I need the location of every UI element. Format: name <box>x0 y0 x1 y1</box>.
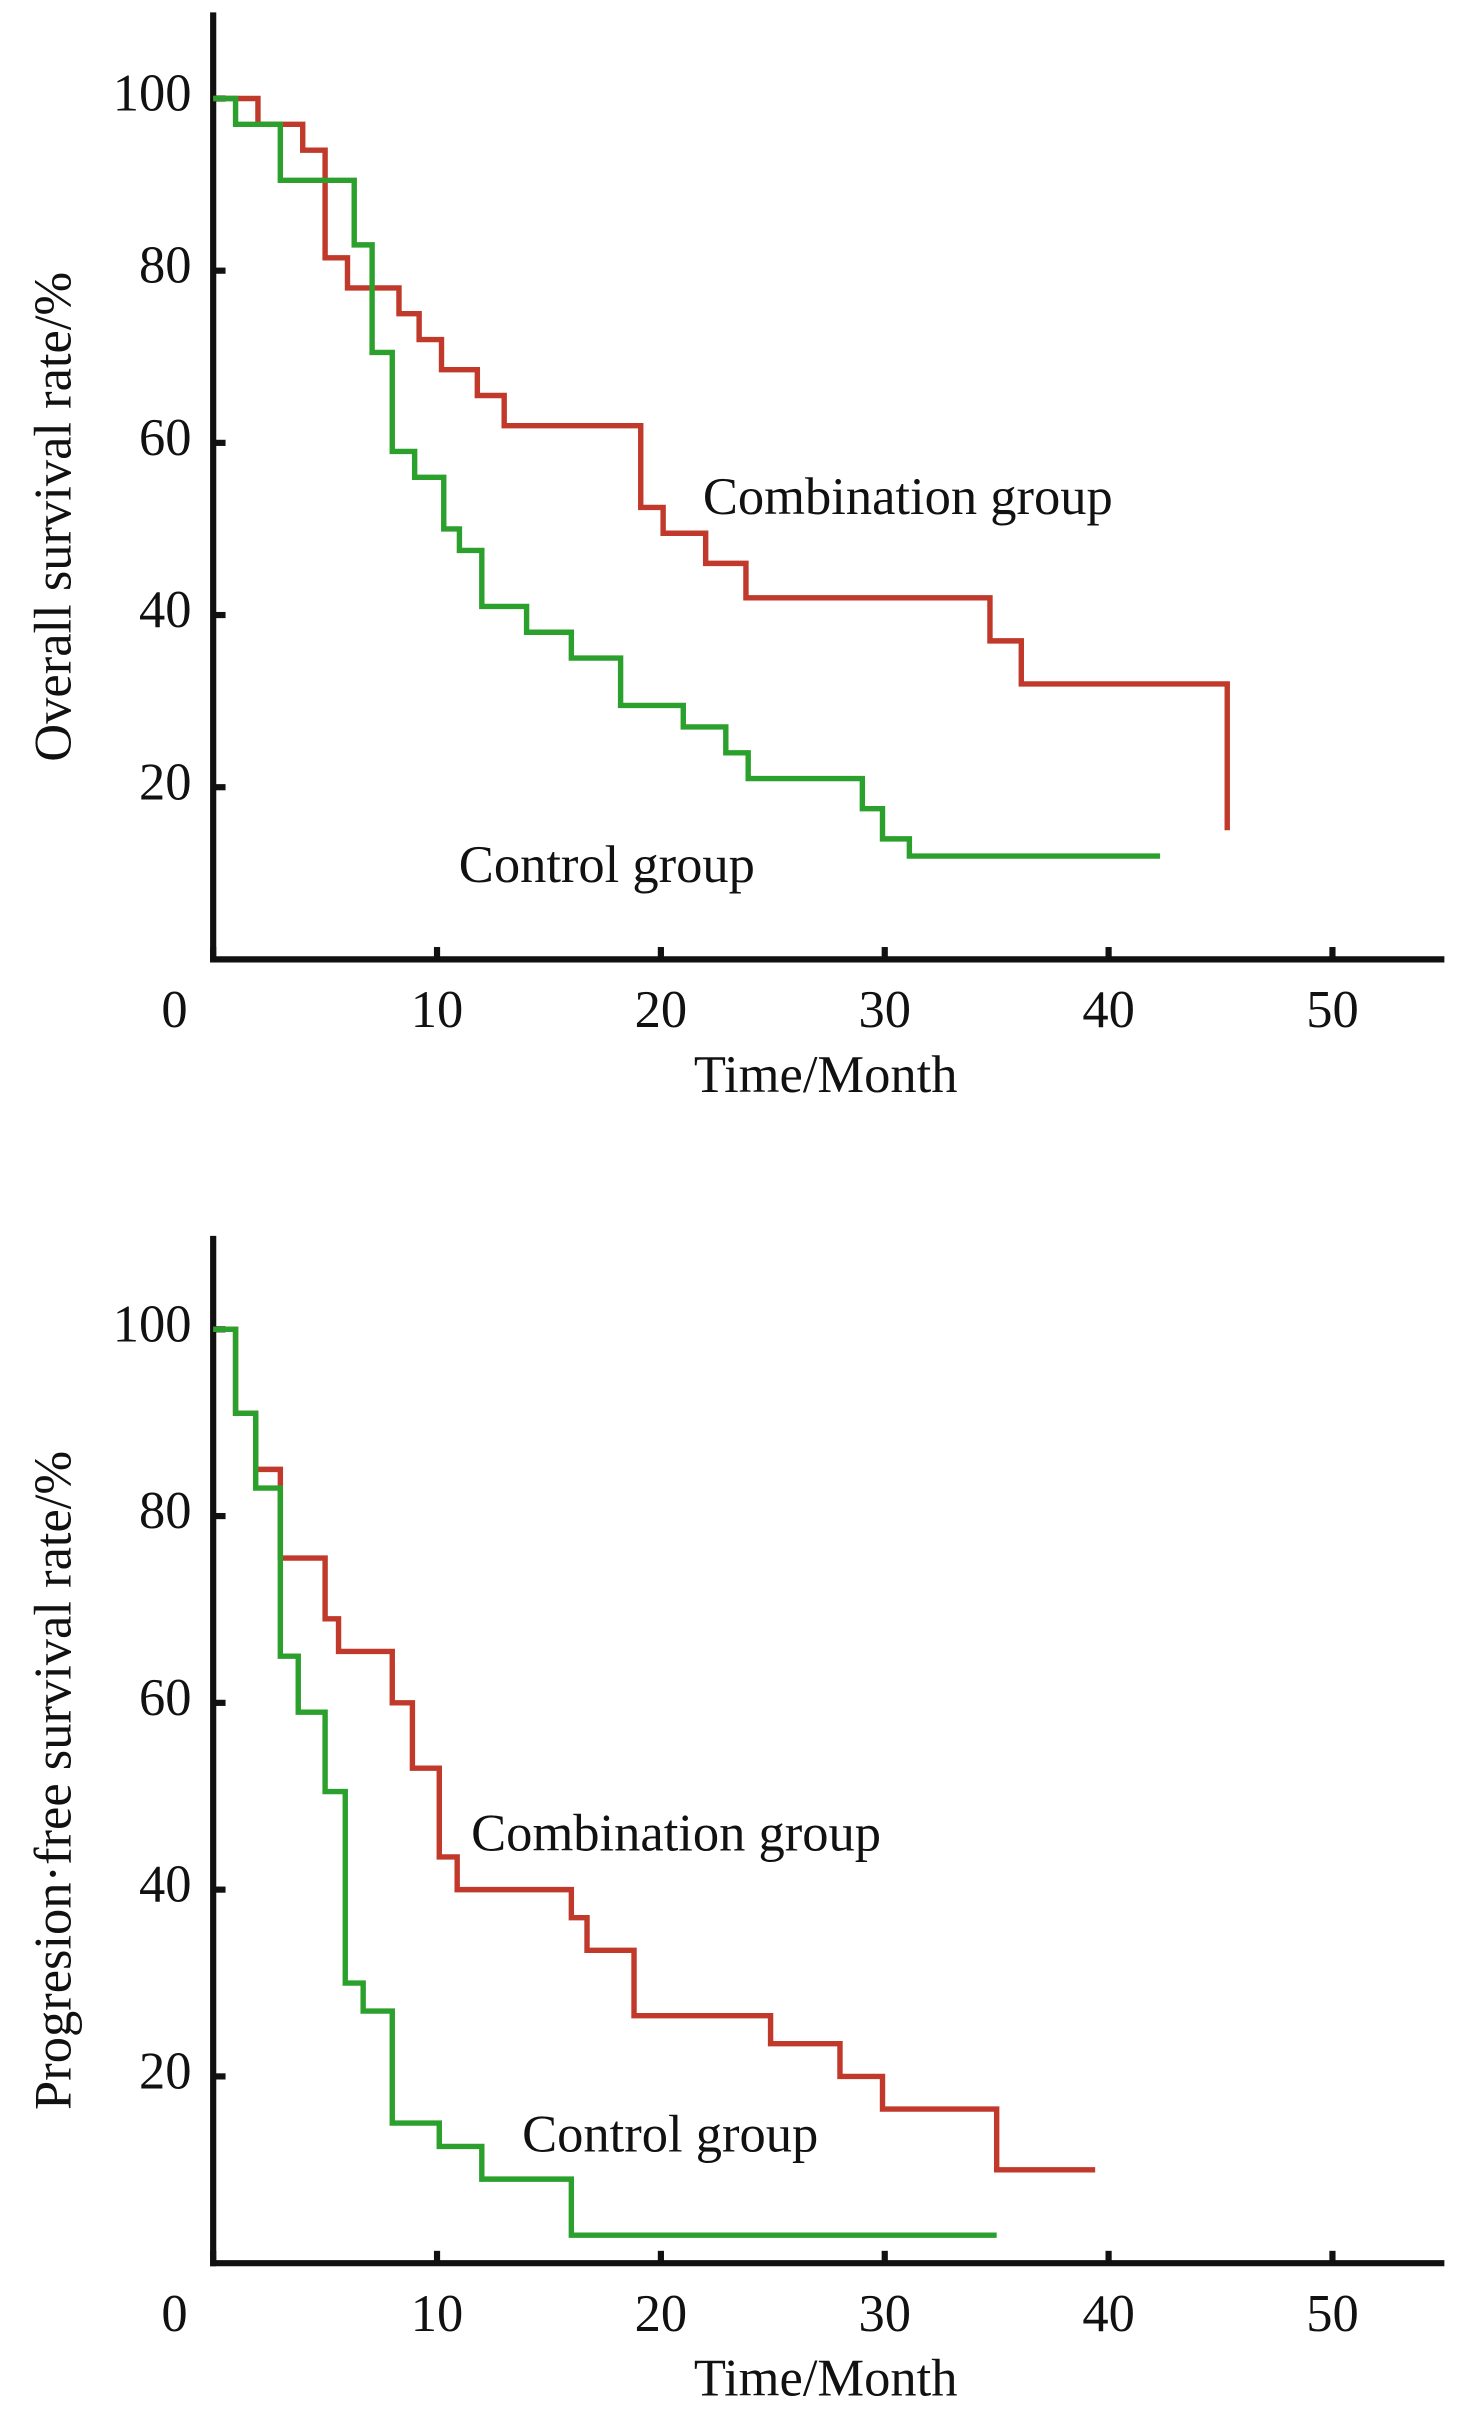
x-tick-label: 50 <box>1306 2285 1359 2343</box>
y-tick-label: 20 <box>139 753 192 811</box>
y-tick-label: 100 <box>113 65 192 123</box>
annotation: Combination group <box>471 1804 881 1862</box>
y-tick-label: 20 <box>139 2042 192 2100</box>
survival-curve <box>213 1326 997 2238</box>
y-tick-label: 60 <box>139 409 192 467</box>
survival-curve <box>213 95 1230 831</box>
x-tick-label: 20 <box>635 2285 688 2343</box>
x-tick-label: 40 <box>1082 2285 1135 2343</box>
x-tick-label: 30 <box>858 2285 911 2343</box>
survival-curve <box>213 1326 1096 2173</box>
x-axis-label: Time/Month <box>694 2350 958 2408</box>
x-tick-label: 10 <box>411 981 464 1039</box>
y-tick-label: 100 <box>113 1295 192 1353</box>
y-tick-label: 80 <box>139 237 192 295</box>
x-tick-label: 30 <box>858 981 911 1039</box>
x-tick-label: 40 <box>1082 981 1135 1039</box>
x-tick-label: 0 <box>161 2285 187 2343</box>
annotation: Control group <box>459 836 755 894</box>
x-axis-label: Time/Month <box>694 1046 958 1104</box>
y-axis-label: Overall survival rate/% <box>25 272 83 762</box>
y-tick-label: 80 <box>139 1482 192 1540</box>
x-tick-label: 0 <box>161 981 187 1039</box>
y-tick-label: 60 <box>139 1669 192 1727</box>
survival-curve <box>213 95 1161 859</box>
x-tick-label: 50 <box>1306 981 1359 1039</box>
y-tick-label: 40 <box>139 1856 192 1914</box>
annotation: Combination group <box>703 468 1113 526</box>
annotation: Control group <box>522 2106 818 2164</box>
y-axis-label: Progresion·free survival rate/% <box>25 1451 83 2110</box>
x-tick-label: 20 <box>635 981 688 1039</box>
x-tick-label: 10 <box>411 2285 464 2343</box>
y-tick-label: 40 <box>139 581 192 639</box>
